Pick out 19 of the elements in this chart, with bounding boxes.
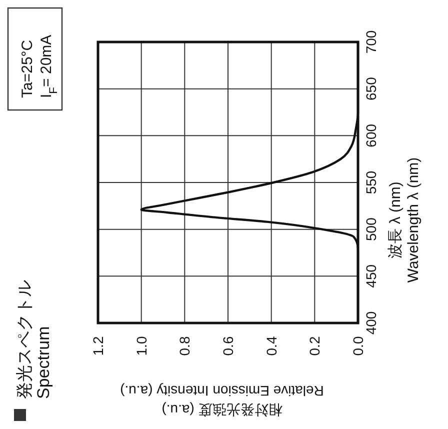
text: 発光スペクトル	[15, 280, 34, 399]
x-tick-label: 1.2	[90, 336, 106, 356]
y-tick-label: 500	[363, 217, 379, 242]
y-axis-title: 波長 λ (nm) Wavelength λ (nm)	[387, 157, 422, 283]
y-tick-label: 450	[363, 264, 379, 288]
x-tick-label: 0.6	[220, 336, 236, 356]
y-tick-label: 700	[363, 30, 379, 54]
x-tick-label: 1.0	[133, 336, 150, 356]
y-tick-label: 650	[363, 76, 379, 101]
text: Spectrum	[34, 326, 53, 399]
y-tick-label: 550	[363, 170, 379, 194]
x-tick-label: 0.2	[306, 336, 323, 356]
x-tick-label: 0.8	[176, 336, 193, 356]
y-tick-label: 600	[363, 124, 379, 148]
text: Ta=25°C	[19, 40, 36, 98]
x-tick-label: 0.4	[263, 336, 280, 356]
y-tick-label: 400	[363, 311, 379, 335]
x-tick-label: 0.0	[350, 336, 366, 356]
x-axis-title: 相対発光強度 (a.u.) Relative Emission Intensity (a.u.)	[120, 383, 324, 418]
